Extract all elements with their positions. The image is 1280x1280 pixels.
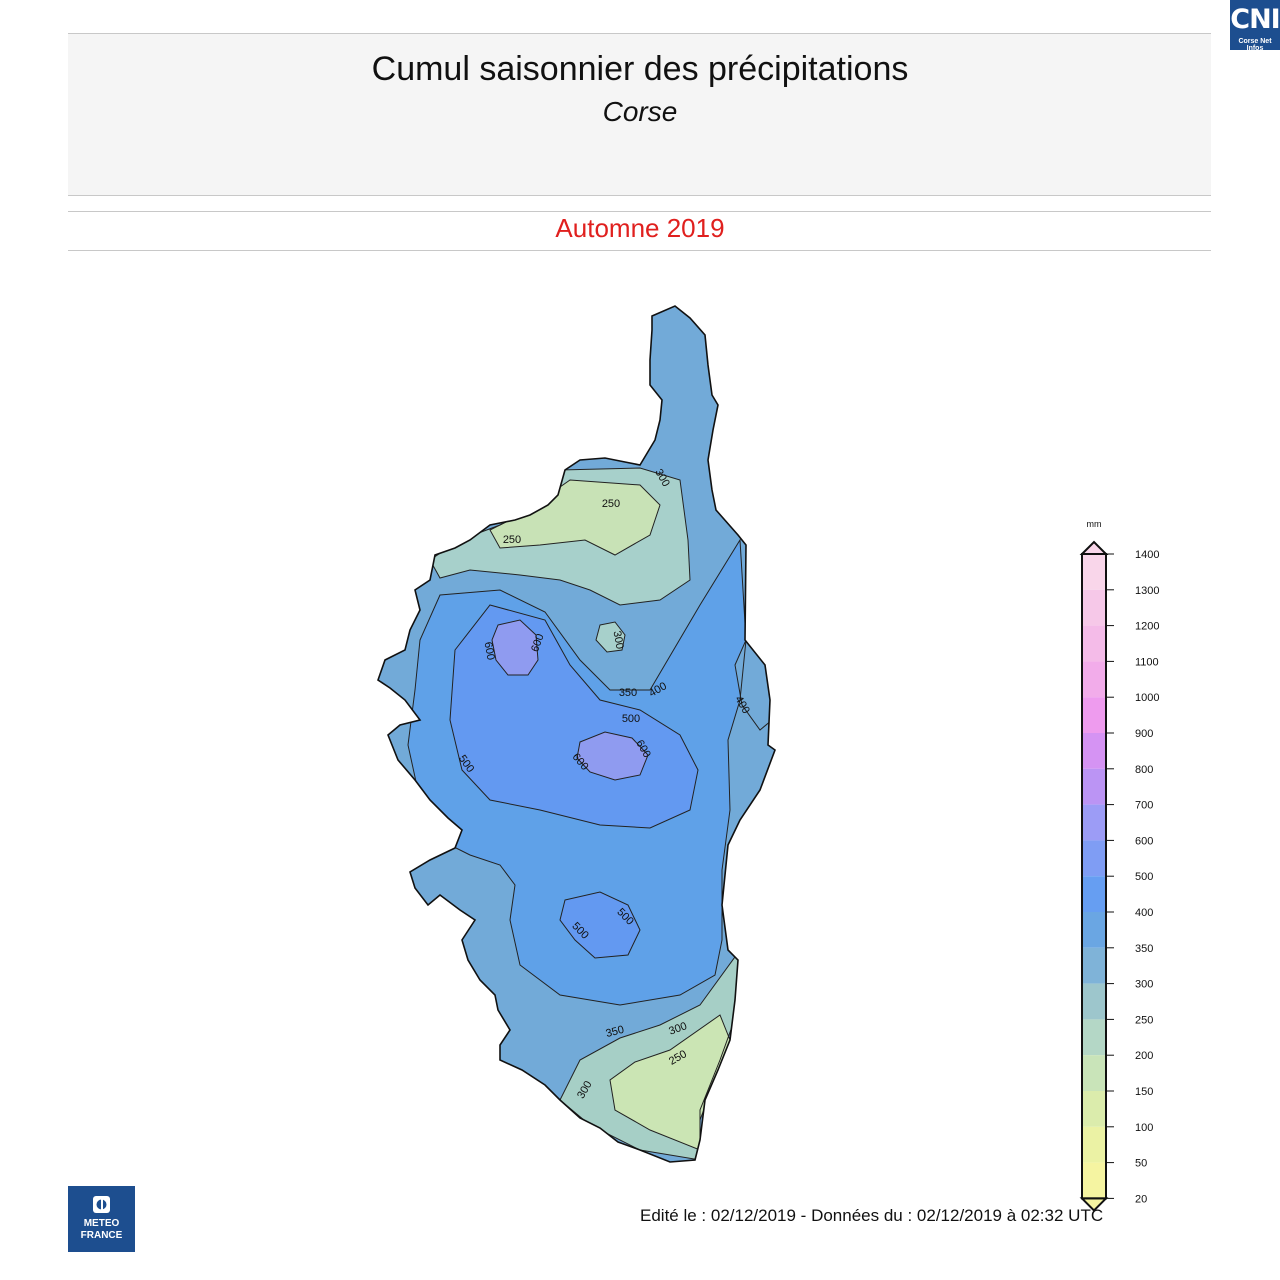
contour-label: 500 xyxy=(622,713,640,725)
contour-label: 250 xyxy=(503,534,521,546)
legend-swatch xyxy=(1082,1091,1106,1127)
meteo-france-logo: METEO FRANCE xyxy=(68,1186,135,1252)
zone-north-below-250 xyxy=(490,480,660,555)
legend-tick-label: 700 xyxy=(1135,800,1153,812)
legend-unit: mm xyxy=(1087,519,1102,529)
contour-label: 600 xyxy=(482,641,497,661)
legend-swatch xyxy=(1082,1019,1106,1056)
legend-swatch xyxy=(1082,983,1106,1020)
legend-swatch xyxy=(1082,661,1106,698)
legend-swatch xyxy=(1082,840,1106,877)
legend-swatch xyxy=(1082,554,1106,590)
legend-tick-label: 900 xyxy=(1135,728,1153,740)
contour-label: 250 xyxy=(602,498,620,510)
zone-north-300-pocket-contour xyxy=(595,621,626,653)
legend-swatch xyxy=(1082,625,1106,662)
legend-tick-label: 1000 xyxy=(1135,692,1159,704)
legend-tick-label: 150 xyxy=(1135,1086,1153,1098)
zone-north-300-pocket xyxy=(596,622,625,652)
logo-line1: METEO xyxy=(83,1218,120,1229)
zone-max-600-center xyxy=(577,732,648,780)
legend-swatch xyxy=(1082,768,1106,805)
legend-tick-label: 1400 xyxy=(1135,549,1159,561)
legend-swatch xyxy=(1082,733,1106,769)
legend-swatch xyxy=(1082,912,1106,948)
zone-max-600-nw xyxy=(492,620,538,675)
zone-south-500-600-contour xyxy=(559,891,641,959)
cni-badge: CNI Corse Net Infos xyxy=(1230,0,1280,52)
cni-tagline: Corse Net Infos xyxy=(1238,38,1272,52)
zone-center-500-600-contour xyxy=(449,604,699,829)
period-label: Automne 2019 xyxy=(555,213,725,243)
zone-south-500-600 xyxy=(560,892,640,958)
meteo-france-logo-icon xyxy=(93,1196,110,1213)
legend-tick-label: 50 xyxy=(1135,1158,1147,1170)
legend-swatch xyxy=(1082,947,1106,984)
region-subtitle: Corse xyxy=(602,96,678,127)
cni-letters: CNI xyxy=(1230,4,1280,35)
contour-label: 350 xyxy=(619,687,637,699)
legend-swatch xyxy=(1082,697,1106,733)
legend-swatch xyxy=(1082,804,1106,841)
legend-swatch xyxy=(1082,1162,1106,1199)
legend-tick-label: 200 xyxy=(1135,1050,1153,1062)
legend-tick-label: 1100 xyxy=(1135,656,1159,668)
legend-tick-label: 1300 xyxy=(1135,585,1159,597)
contour-label: 600 xyxy=(529,632,547,653)
logo-line2: FRANCE xyxy=(80,1230,123,1241)
page-title: Cumul saisonnier des précipitations xyxy=(371,50,909,88)
contour-label: 300 xyxy=(667,1020,688,1038)
legend-tick-label: 1200 xyxy=(1135,621,1159,633)
legend-tick-label: 250 xyxy=(1135,1014,1153,1026)
legend-tick-label: 400 xyxy=(1135,907,1153,919)
legend-tick-label: 300 xyxy=(1135,979,1153,991)
contour-label: 300 xyxy=(611,630,626,650)
legend-tick-label: 100 xyxy=(1135,1122,1153,1134)
legend-swatch xyxy=(1082,589,1106,626)
edition-footer: Edité le : 02/12/2019 - Données du : 02/… xyxy=(640,1206,1104,1225)
legend-tick-label: 600 xyxy=(1135,835,1153,847)
legend-tick-label: 350 xyxy=(1135,943,1153,955)
legend-tick-label: 20 xyxy=(1135,1193,1147,1205)
zone-max-600-center-contour xyxy=(576,731,649,781)
zone-north-below-250-contour xyxy=(489,479,661,556)
period-panel xyxy=(68,211,1211,251)
legend-swatch xyxy=(1082,876,1106,912)
header-panel xyxy=(68,33,1211,196)
contour-label: 350 xyxy=(605,1024,626,1040)
legend-tick-label: 800 xyxy=(1135,764,1153,776)
zone-max-600-nw-contour xyxy=(491,619,539,676)
corsica-coastline xyxy=(377,305,776,1163)
legend-tick-label: 500 xyxy=(1135,871,1153,883)
legend-swatch xyxy=(1082,1055,1106,1091)
legend-swatch xyxy=(1082,1126,1106,1163)
legend-top-arrow xyxy=(1079,540,1109,555)
